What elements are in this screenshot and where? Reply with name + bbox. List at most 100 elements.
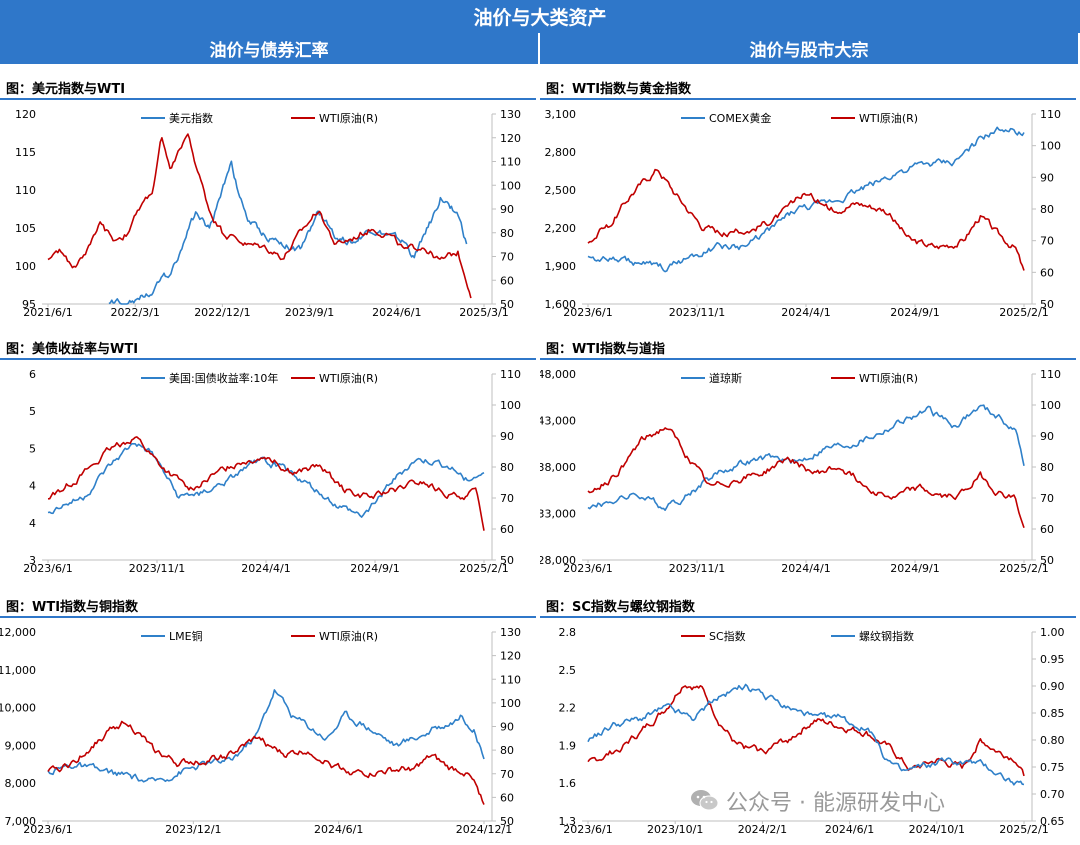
y-right-tick-label: 90	[500, 203, 514, 216]
x-tick-label: 2024/6/1	[372, 306, 421, 319]
y-right-tick-label: 60	[1040, 523, 1054, 536]
y-right-tick-label: 100	[500, 697, 521, 710]
series-line	[47, 443, 485, 518]
y-right-tick-label: 90	[1040, 171, 1054, 184]
y-right-tick-label: 120	[500, 650, 521, 663]
y-right-tick-label: 130	[500, 626, 521, 639]
series-line	[587, 126, 1025, 273]
x-tick-label: 2024/6/1	[314, 823, 363, 836]
legend-label: WTI原油(R)	[319, 371, 378, 385]
legend-label: 美元指数	[169, 111, 213, 125]
y-left-tick-label: 43,000	[540, 415, 576, 428]
y-right-tick-label: 110	[500, 368, 521, 381]
y-right-tick-label: 110	[500, 673, 521, 686]
y-right-tick-label: 50	[500, 298, 514, 311]
y-right-tick-label: 60	[500, 274, 514, 287]
y-left-tick-label: 5	[29, 405, 36, 418]
series-line	[587, 168, 1025, 271]
x-tick-label: 2023/11/1	[669, 562, 725, 575]
y-left-tick-label: 33,000	[540, 508, 576, 521]
y-left-tick-label: 2.5	[559, 664, 577, 677]
y-left-tick-label: 1,900	[545, 260, 577, 273]
y-left-tick-label: 5	[29, 442, 36, 455]
panel-divider	[540, 616, 1076, 618]
x-tick-label: 2023/9/1	[285, 306, 334, 319]
x-tick-label: 2023/6/1	[23, 823, 72, 836]
y-left-tick-label: 1.6	[559, 777, 577, 790]
series-line	[47, 720, 485, 805]
y-right-tick-label: 1.00	[1040, 626, 1065, 639]
x-tick-label: 2024/4/1	[781, 306, 830, 319]
y-left-tick-label: 28,000	[540, 554, 576, 567]
legend-label: WTI原油(R)	[319, 629, 378, 643]
y-right-tick-label: 60	[500, 523, 514, 536]
chart-panel-wti-copper: 图：WTI指数与铜指数 7,000 8,000 9,000 10,000 11,000 1…	[0, 596, 540, 845]
page-banner: 油价与大类资产	[0, 0, 1080, 33]
y-left-tick-label: 115	[15, 146, 36, 159]
y-right-tick-label: 100	[500, 179, 521, 192]
y-left-tick-label: 2,200	[545, 222, 577, 235]
series-line	[108, 160, 468, 305]
x-tick-label: 2024/2/1	[738, 823, 787, 836]
series-line	[47, 689, 485, 783]
y-right-tick-label: 50	[1040, 298, 1054, 311]
chart-panel-wti-gold: 图：WTI指数与黄金指数 1,600 1,900 2,200 2,500 2,800 3,…	[540, 78, 1080, 328]
legend-label: COMEX黄金	[709, 111, 771, 125]
y-left-tick-label: 1,600	[545, 298, 577, 311]
watermark: 公众号 · 能源研发中心	[690, 785, 945, 817]
chart-ust-wti: 3 4 4 5 5 6 50 60 70 80 90 100 110 2023/6/1 2023/11/1 2…	[23, 368, 521, 575]
y-left-tick-label: 11,000	[0, 664, 36, 677]
series-line	[587, 404, 1025, 511]
y-right-tick-label: 70	[1040, 235, 1054, 248]
x-tick-label: 2024/12/1	[456, 823, 512, 836]
y-left-tick-label: 4	[29, 480, 36, 493]
x-tick-label: 2021/6/1	[23, 306, 72, 319]
x-tick-label: 2023/11/1	[129, 562, 185, 575]
chart-panel-wti-dow: 图：WTI指数与道指 28,000 33,000 38,000 43,000 48,00…	[540, 338, 1080, 584]
y-right-tick-label: 80	[1040, 203, 1054, 216]
y-right-tick-label: 100	[500, 399, 521, 412]
y-left-tick-label: 10,000	[0, 702, 36, 715]
y-right-tick-label: 100	[1040, 399, 1061, 412]
y-left-tick-label: 2.2	[559, 702, 577, 715]
y-right-tick-label: 130	[500, 108, 521, 121]
x-tick-label: 2024/6/1	[825, 823, 874, 836]
y-right-tick-label: 0.85	[1040, 707, 1065, 720]
legend-label: LME铜	[169, 629, 203, 643]
x-tick-label: 2023/6/1	[23, 562, 72, 575]
y-right-tick-label: 90	[500, 721, 514, 734]
x-tick-label: 2025/3/1	[459, 306, 508, 319]
x-tick-label: 2024/4/1	[781, 562, 830, 575]
page-banner-title: 油价与大类资产	[473, 7, 607, 29]
y-right-tick-label: 0.70	[1040, 788, 1065, 801]
section-header-right: 油价与股市大宗	[540, 33, 1078, 64]
chart-title: 图：美债收益率与WTI	[6, 342, 139, 357]
x-tick-label: 2023/12/1	[165, 823, 221, 836]
chart-wti-dow: 28,000 33,000 38,000 43,000 48,000 50 60 70 80 90…	[540, 368, 1061, 575]
x-tick-label: 2023/6/1	[563, 306, 612, 319]
y-right-tick-label: 70	[500, 768, 514, 781]
section-title-left: 油价与债券汇率	[209, 41, 329, 61]
legend-label: WTI原油(R)	[859, 371, 918, 385]
x-tick-label: 2024/9/1	[890, 306, 939, 319]
y-right-tick-label: 0.65	[1040, 815, 1065, 828]
y-left-tick-label: 12,000	[0, 626, 36, 639]
y-right-tick-label: 80	[1040, 461, 1054, 474]
chart-title: 图：WTI指数与道指	[546, 342, 666, 357]
y-left-tick-label: 9,000	[5, 739, 37, 752]
y-left-tick-label: 48,000	[540, 368, 576, 381]
y-left-tick-label: 105	[15, 222, 36, 235]
chart-usd-wti: 95 100 105 110 115 120 50 60 70 80 90 100 110 120 130 2…	[15, 108, 521, 319]
x-tick-label: 2024/9/1	[890, 562, 939, 575]
y-right-tick-label: 60	[1040, 266, 1054, 279]
legend-label: 美国:国债收益率:10年	[169, 371, 278, 385]
legend-label: WTI原油(R)	[859, 111, 918, 125]
chart-panel-ust-wti: 图：美债收益率与WTI 3 4 4 5 5 6 50 60 70 80 90 100 110 2023/6…	[0, 338, 540, 584]
y-left-tick-label: 3,100	[545, 108, 577, 121]
x-tick-label: 2023/10/1	[647, 823, 703, 836]
x-tick-label: 2022/12/1	[194, 306, 250, 319]
chart-sc-rebar: 1.3 1.6 1.9 2.2 2.5 2.8 0.65 0.70 0.75 0.80 0.85 0.…	[559, 626, 1065, 836]
y-left-tick-label: 2,800	[545, 146, 577, 159]
chart-wti-copper: 7,000 8,000 9,000 10,000 11,000 12,000 50 60 70 8…	[0, 626, 521, 836]
chart-title: 图：SC指数与螺纹钢指数	[546, 600, 695, 615]
